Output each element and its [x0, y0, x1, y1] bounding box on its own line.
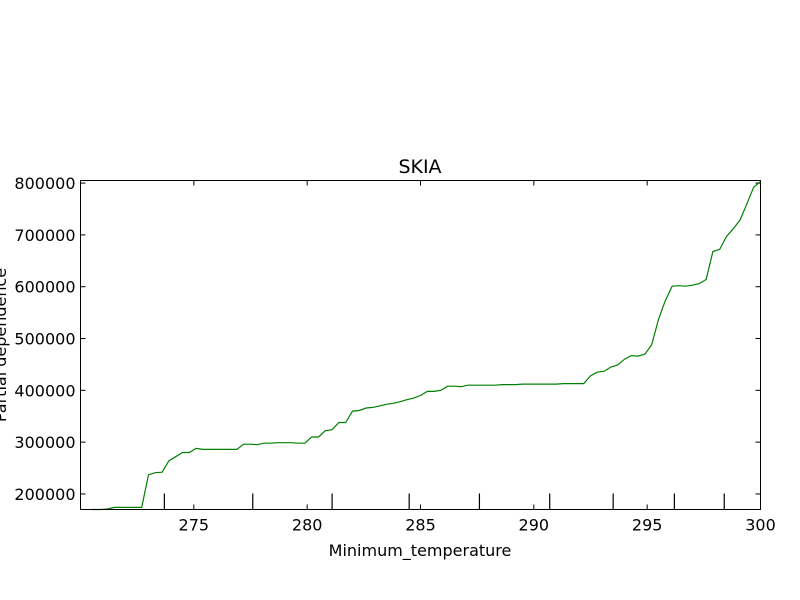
y-tick-label: 300000: [14, 433, 75, 452]
x-tick-label: 290: [519, 516, 550, 535]
plot-frame: [80, 180, 761, 510]
y-axis: 200000 300000 400000 500000 600000 700000 8000…: [14, 174, 761, 504]
series-line: [91, 181, 761, 511]
y-axis-label: Partial dependence: [0, 268, 10, 422]
chart-title: SKIA: [398, 156, 441, 178]
y-tick-label: 400000: [14, 381, 75, 400]
rug-marks: [163, 493, 725, 510]
y-tick-label: 200000: [14, 485, 75, 504]
y-tick-label: 500000: [14, 330, 75, 349]
x-tick-label: 280: [292, 516, 323, 535]
x-tick-label: 275: [179, 516, 210, 535]
series-group: [91, 181, 761, 511]
x-axis: 275 280 285 290 295 300: [179, 180, 776, 535]
x-tick-label: 295: [632, 516, 663, 535]
y-tick-label: 600000: [14, 278, 75, 297]
x-axis-label: Minimum_temperature: [329, 541, 512, 561]
x-tick-label: 300: [745, 516, 776, 535]
x-tick-label: 285: [405, 516, 436, 535]
y-tick-label: 700000: [14, 226, 75, 245]
y-tick-label: 800000: [14, 174, 75, 193]
